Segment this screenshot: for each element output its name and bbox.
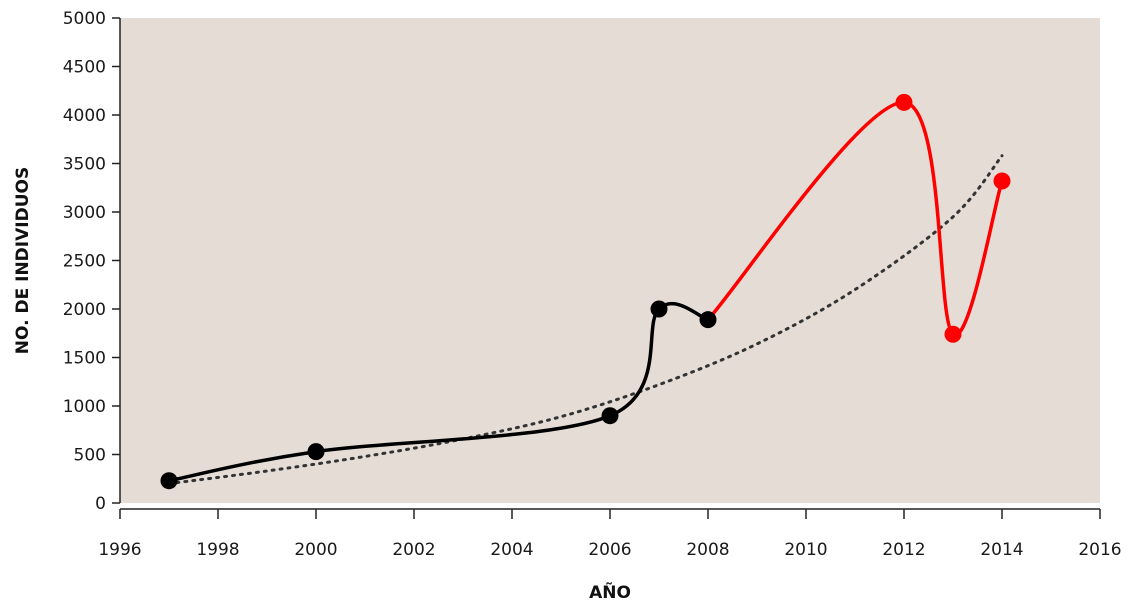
data-point-marker: [601, 407, 619, 425]
y-tick-label: 500: [74, 446, 106, 466]
data-series-line: [706, 100, 1004, 337]
data-point-marker: [650, 300, 668, 318]
x-tick-label: 2014: [980, 540, 1023, 560]
x-tick-label: 2010: [784, 540, 827, 560]
marker-layer: [160, 93, 1011, 490]
y-tick-label: 4000: [63, 106, 106, 126]
x-axis-title: AÑO: [589, 580, 631, 603]
y-tick-label: 2000: [63, 300, 106, 320]
y-axis-ticks: 0 500 1000 1500 2000 2500 3000 3500 4000 4500 5000: [63, 9, 120, 514]
x-tick-label: 2012: [882, 540, 925, 560]
data-point-marker: [944, 325, 962, 343]
x-tick-label: 2008: [686, 540, 729, 560]
y-tick-label: 4500: [63, 58, 106, 78]
data-point-marker: [895, 93, 913, 111]
y-tick-label: 1500: [63, 349, 106, 369]
x-axis-ticks: 1996 1998 2000 2002 2004 2006 2008 2010 2012 2014…: [98, 509, 1122, 560]
y-tick-label: 3500: [63, 155, 106, 175]
y-axis-title: NO. DE INDIVIDUOS: [13, 167, 33, 354]
x-tick-label: 1998: [196, 540, 239, 560]
data-point-marker: [993, 172, 1011, 190]
y-tick-label: 3000: [63, 203, 106, 223]
data-point-marker: [307, 443, 325, 461]
x-tick-label: 1996: [98, 540, 141, 560]
trendline-series: [167, 154, 1004, 486]
y-tick-label: 5000: [63, 9, 106, 29]
x-tick-label: 2002: [392, 540, 435, 560]
x-tick-label: 2016: [1078, 540, 1121, 560]
data-point-marker: [699, 311, 717, 329]
x-tick-label: 2006: [588, 540, 631, 560]
y-tick-label: 2500: [63, 252, 106, 272]
plot-background: [120, 18, 1100, 503]
data-point-marker: [160, 472, 178, 490]
y-tick-label: 1000: [63, 397, 106, 417]
x-tick-label: 2004: [490, 540, 533, 560]
y-tick-label: 0: [95, 494, 106, 514]
x-tick-label: 2000: [294, 540, 337, 560]
